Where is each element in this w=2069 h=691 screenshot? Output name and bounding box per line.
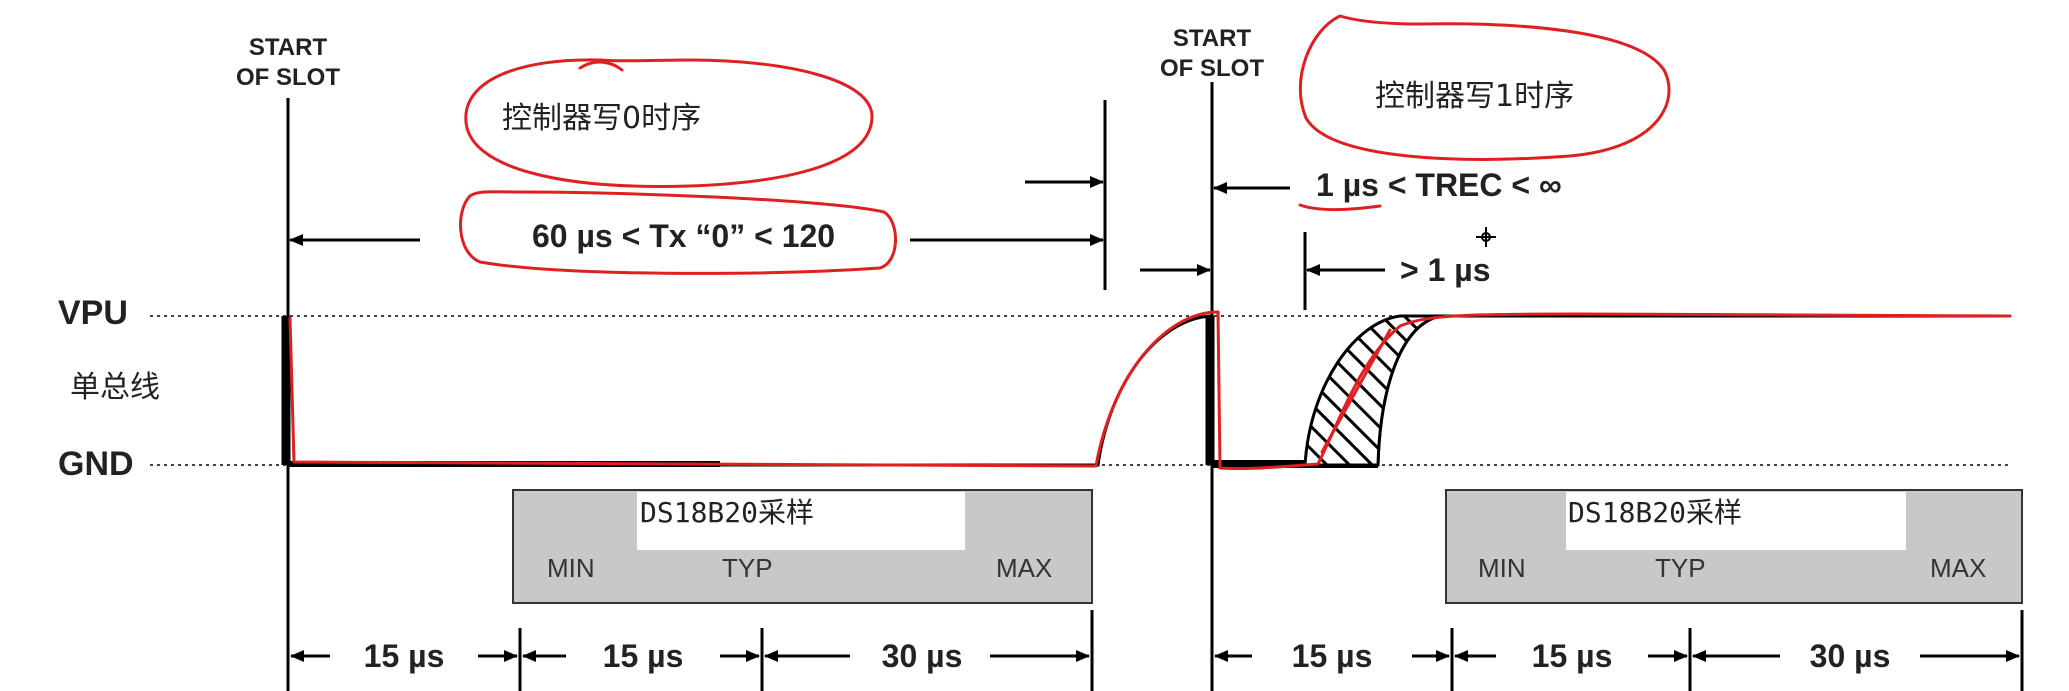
right-sample-label-bg [1566, 492, 1906, 550]
right-sample-label: DS18B20采样 [1568, 496, 1742, 529]
write0-note-circle-tail [578, 60, 624, 72]
tx-label-oval [459, 190, 897, 275]
cursor-crosshair-icon [1476, 227, 1496, 247]
left-start-label-line2: OF SLOT [236, 64, 340, 91]
left-typ-label: TYP [722, 553, 773, 583]
write0-note: 控制器写0时序 [502, 101, 701, 136]
bus-label: 单总线 [70, 370, 160, 405]
vpu-label: VPU [58, 294, 128, 332]
right-start-label-line1: START [1173, 25, 1252, 52]
right-max-label: MAX [1930, 553, 1986, 583]
left-max-label: MAX [996, 553, 1052, 583]
left-sample-label: DS18B20采样 [640, 496, 814, 529]
left-seg2-label: 15 µs [603, 638, 684, 674]
write1-note: 控制器写1时序 [1375, 79, 1574, 114]
right-typ-label: TYP [1655, 553, 1706, 583]
trec-underline [1298, 203, 1382, 212]
write1-hatch-overlay [1320, 328, 1392, 454]
trec-label: 1 µs < TREC < ∞ [1316, 167, 1562, 203]
tx-label: 60 µs < Tx “0” < 120 [532, 218, 835, 254]
write0-waveform-overlay [288, 310, 2012, 471]
left-sample-label-bg [637, 492, 965, 550]
right-seg2-label: 15 µs [1532, 638, 1613, 674]
write0-note-circle [464, 58, 874, 188]
left-start-label-line1: START [249, 34, 328, 61]
right-seg1-label: 15 µs [1292, 638, 1373, 674]
right-start-label-line2: OF SLOT [1160, 55, 1264, 82]
write1-note-circle [1298, 14, 1671, 161]
right-seg3-label: 30 µs [1810, 638, 1891, 674]
left-seg3-label: 30 µs [882, 638, 963, 674]
left-seg1-label: 15 µs [364, 638, 445, 674]
left-min-label: MIN [547, 553, 595, 583]
gnd-label: GND [58, 445, 134, 483]
write0-waveform [286, 314, 1213, 467]
right-min-label: MIN [1478, 553, 1526, 583]
write1-hatched-rise [1303, 314, 1441, 467]
gt1-label: > 1 µs [1400, 252, 1491, 288]
